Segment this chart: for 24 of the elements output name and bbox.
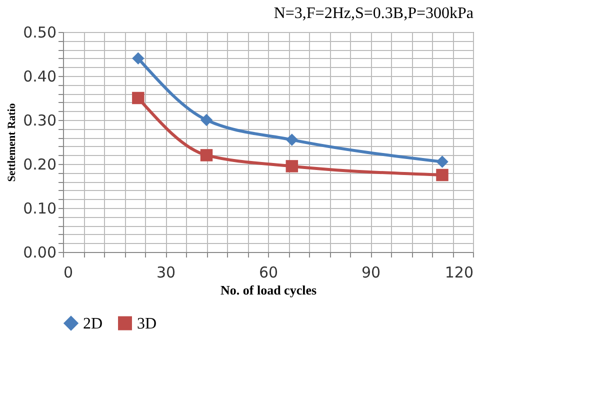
y-tick-label: 0.10 [23, 200, 56, 218]
y-axis-title: Settlement Ratio [6, 102, 18, 182]
y-tick-label: 0.50 [23, 24, 56, 42]
point [132, 52, 144, 65]
point [200, 149, 213, 162]
point [200, 114, 213, 126]
x-tick-label: 30 [156, 264, 176, 282]
x-tick-label: 120 [444, 264, 474, 282]
legend-label: 2D [83, 315, 103, 332]
y-tick-label: 0.40 [23, 68, 56, 86]
x-tick-label: 60 [258, 264, 278, 282]
point [436, 168, 448, 182]
y-tick-label: 0.30 [23, 112, 56, 130]
point [286, 160, 298, 172]
point [436, 156, 448, 168]
point [132, 92, 144, 104]
y-tick-label: 0.20 [23, 156, 56, 174]
point [286, 134, 298, 146]
x-tick-label: 90 [361, 264, 381, 282]
y-tick-label: 0.00 [23, 244, 56, 262]
x-axis-title: No. of load cycles [220, 282, 317, 298]
chart-title: N=3,F=2Hz,S=0.3B,P=300kPa [274, 5, 474, 22]
x-tick-label: 0 [64, 264, 74, 282]
legend-label: 3D [137, 315, 157, 332]
